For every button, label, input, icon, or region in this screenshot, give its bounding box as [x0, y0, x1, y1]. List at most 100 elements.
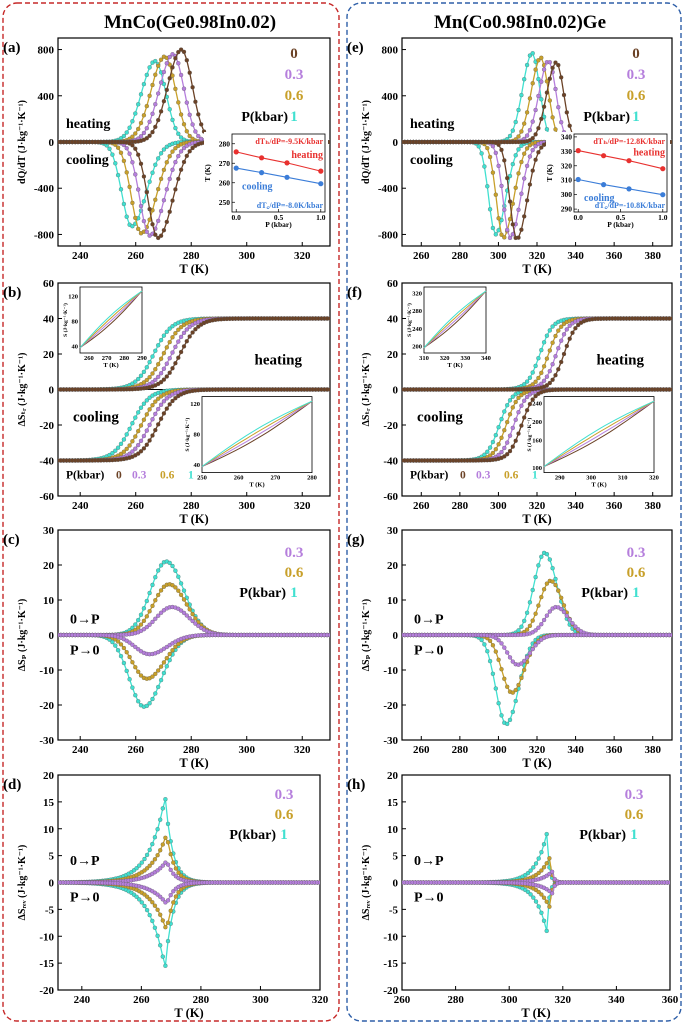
- data-point-neg-1: [136, 699, 141, 704]
- data-point-neg-0.6: [499, 667, 504, 672]
- cooling-annotation: cooling: [417, 409, 463, 425]
- data-point-cool-0: [141, 446, 147, 451]
- data-point-cool-0.3: [505, 227, 510, 233]
- inset-point-cooling: [601, 182, 607, 188]
- data-point-pos-1: [533, 574, 538, 580]
- data-point-cool-0.6: [153, 197, 158, 202]
- data-point-heat-1: [124, 130, 129, 135]
- y-tick-label: -400: [378, 183, 399, 195]
- left-title-text: MnCo(Ge0.98In0.02): [104, 12, 276, 33]
- data-point-cool-0: [510, 222, 515, 227]
- y-tick-label: -15: [39, 958, 54, 970]
- data-point-heat-1: [170, 117, 175, 123]
- data-point-cool-0.6: [158, 176, 164, 182]
- data-point-pos-0.3: [564, 613, 569, 618]
- data-point-heat-0.6: [550, 340, 555, 345]
- x-tick-label: 320: [529, 250, 546, 262]
- data-point-heat-0.3: [178, 72, 184, 78]
- data-point-heat-1: [522, 77, 527, 82]
- y-tick-label: 0: [49, 385, 55, 397]
- inset-y-tick-label: 240: [412, 326, 422, 333]
- data-point-heat-0.3: [176, 61, 181, 66]
- data-point-heat-0.3: [527, 127, 533, 133]
- data-point-heat-0: [199, 122, 204, 127]
- data-point-cool-0.6: [496, 216, 501, 221]
- data-point-pos-0.3: [541, 617, 547, 623]
- y-tick-label: 0: [393, 137, 399, 149]
- data-point-pos-0.6: [559, 595, 564, 600]
- data-point-cool-1: [487, 445, 493, 450]
- data-point-heat-0.3: [181, 330, 187, 336]
- x-tick-label: 280: [193, 994, 210, 1006]
- data-point-neg-1: [142, 903, 147, 909]
- inset-x-tick-label: 310: [618, 475, 628, 482]
- data-point-pos-0.3: [150, 619, 155, 625]
- data-point-pos-1: [170, 563, 175, 569]
- data-point-heat-1: [524, 379, 530, 384]
- inset-y-tick-label: 310: [561, 176, 573, 185]
- y-tick-label: 10: [43, 595, 55, 607]
- data-point-heat-0: [190, 330, 195, 335]
- y-tick-label: 20: [387, 349, 399, 361]
- upper-annotation: 0→P: [70, 612, 100, 627]
- data-point-cool-0: [510, 444, 515, 449]
- inset-point-cooling: [259, 170, 265, 176]
- data-point-cool-1: [490, 225, 496, 231]
- y-axis-label: ΔSₜᵣ (J·kg⁻¹·K⁻¹): [361, 353, 372, 427]
- data-point-heat-0.6: [553, 333, 558, 339]
- data-point-cool-0: [327, 139, 330, 145]
- x-tick-label: 300: [252, 994, 269, 1006]
- data-point-cool-0: [153, 427, 158, 433]
- legend-value-0.6: 0.6: [504, 469, 519, 481]
- y-tick-label: 20: [43, 770, 55, 782]
- data-point-cool-0.3: [158, 208, 164, 214]
- data-point-cool-1: [485, 184, 490, 189]
- data-point-heat-0: [178, 349, 184, 355]
- data-point-cool-1: [502, 409, 507, 414]
- legend-value-1: 1: [188, 469, 194, 481]
- data-point-pos-0.6: [533, 611, 538, 616]
- data-point-heat-0: [533, 132, 538, 137]
- x-tick-label: 380: [644, 500, 661, 512]
- data-point-cool-0.6: [127, 443, 132, 448]
- y-axis-label: ΔSₚ (J·kg⁻¹·K⁻¹): [17, 599, 28, 672]
- data-point-pos-0.3: [536, 625, 541, 630]
- data-point-pos-0.6: [171, 860, 176, 865]
- data-point-cool-0.3: [170, 167, 175, 172]
- x-tick-label: 300: [490, 500, 507, 512]
- data-point-neg-1: [124, 668, 129, 674]
- data-point-heat-0: [164, 87, 169, 93]
- data-point-heat-1: [178, 135, 184, 140]
- data-point-heat-0.6: [158, 356, 164, 361]
- data-point-cool-1: [505, 403, 510, 408]
- data-point-cool-0: [144, 190, 149, 195]
- data-point-heat-0.3: [150, 111, 155, 116]
- data-point-heat-1: [147, 359, 152, 365]
- inset-y-tick-label: 330: [561, 147, 573, 156]
- data-point-heat-0: [561, 92, 567, 98]
- data-point-heat-1: [539, 347, 544, 353]
- data-point-heat-0.3: [176, 339, 181, 344]
- inset-y-tick-label: 40: [72, 344, 79, 351]
- data-point-pos-0.6: [187, 607, 192, 612]
- inset-y-tick-label: 250: [219, 198, 231, 207]
- data-point-cool-0: [164, 406, 169, 411]
- data-point-heat-1: [510, 128, 515, 133]
- data-point-heat-0.3: [541, 67, 547, 72]
- data-point-heat-1: [127, 125, 132, 130]
- y-tick-label: 400: [382, 91, 399, 103]
- data-point-heat-0.6: [147, 375, 152, 380]
- data-point-cool-0.3: [150, 417, 155, 422]
- data-point-heat-1: [141, 81, 147, 87]
- legend-value-0.6: 0.6: [285, 565, 304, 581]
- data-point-cool-0: [178, 167, 184, 172]
- y-tick-label: 10: [43, 824, 55, 836]
- data-point-heat-1: [133, 111, 138, 116]
- y-tick-label: 15: [43, 797, 55, 809]
- data-point-neg-0.6: [167, 651, 172, 657]
- x-tick-label: 280: [183, 250, 200, 262]
- data-point-cool-0.3: [136, 442, 141, 448]
- data-point-cool-0: [502, 158, 507, 163]
- data-point-neg-0.3: [530, 646, 535, 652]
- data-point-pos-0.6: [178, 592, 184, 598]
